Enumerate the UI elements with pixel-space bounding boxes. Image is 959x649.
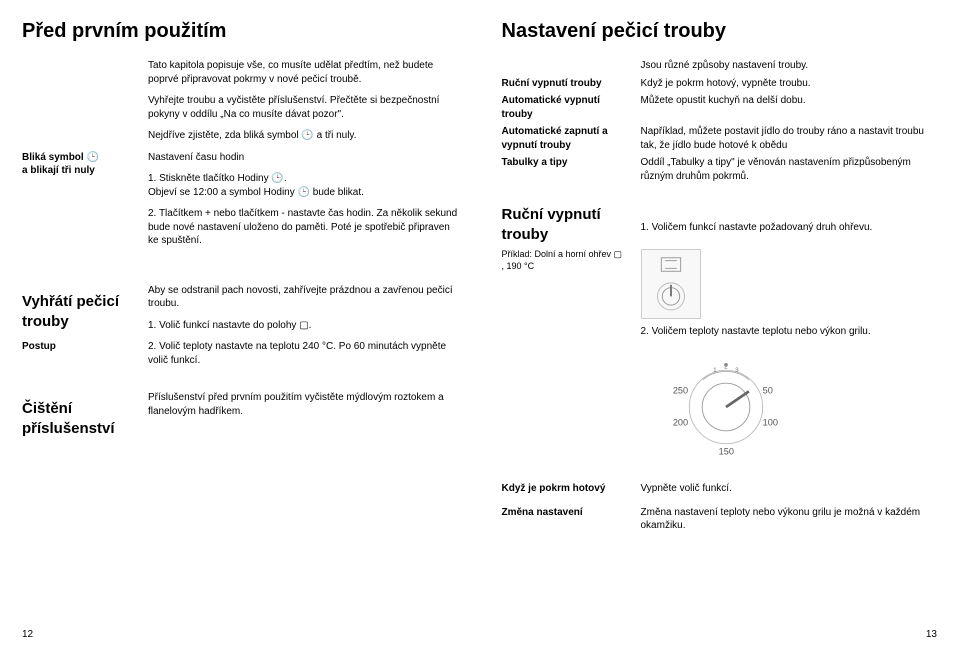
r3-r: Například, můžete postavit jídlo do trou… bbox=[641, 125, 938, 152]
page-number-right: 13 bbox=[926, 628, 937, 642]
dial-sub-3: 3 bbox=[735, 367, 739, 374]
dial-100: 100 bbox=[762, 417, 777, 427]
blika-block: Bliká symbol 🕒 a blikají tři nuly Nastav… bbox=[22, 151, 458, 256]
row-1: Ruční vypnutí trouby Když je pokrm hotov… bbox=[502, 77, 938, 91]
clock-icon: 🕒 bbox=[298, 187, 310, 198]
vyhrati-text: Aby se odstranil pach novosti, zahřívejt… bbox=[148, 284, 458, 311]
bottom-r1: Vypněte volič funkcí. bbox=[641, 482, 938, 496]
page-number-left: 12 bbox=[22, 628, 33, 642]
clock-icon: 🕒 bbox=[86, 152, 98, 163]
step1: 1. Stiskněte tlačítko Hodiny 🕒. Objeví s… bbox=[148, 172, 458, 199]
cisteni-content: Příslušenství před prvním použitím vyčis… bbox=[148, 391, 458, 442]
bottom-r2: Změna nastavení teploty nebo výkonu gril… bbox=[641, 506, 938, 533]
vyhrati-block: Vyhřátí pečicí trouby Postup Aby se odst… bbox=[22, 284, 458, 376]
temperature-dial-img: 1 2 3 50 100 150 200 250 bbox=[641, 346, 811, 468]
blika-content: Nastavení času hodin 1. Stiskněte tlačít… bbox=[148, 151, 458, 256]
step2: 2. Tlačítkem + nebo tlačítkem - nastavte… bbox=[148, 207, 458, 248]
r2-l: Automatické vypnutí trouby bbox=[502, 94, 627, 121]
page-left: Před prvním použitím Tato kapitola popis… bbox=[0, 0, 480, 649]
intro-block: Tato kapitola popisuje vše, co musíte ud… bbox=[22, 59, 458, 151]
r1-r: Když je pokrm hotový, vypněte troubu. bbox=[641, 77, 938, 91]
clock-icon: 🕒 bbox=[301, 130, 313, 141]
postup-label: Postup bbox=[22, 341, 56, 352]
clock-icon: 🕒 bbox=[271, 173, 283, 184]
dial-200: 200 bbox=[672, 417, 687, 427]
row-3: Automatické zapnutí a vypnutí trouby Nap… bbox=[502, 125, 938, 152]
dial-sub-1: 1 bbox=[713, 367, 717, 374]
bottom-row-1: Když je pokrm hotový Vypněte volič funkc… bbox=[502, 482, 938, 496]
vyhrati-title: Vyhřátí pečicí trouby bbox=[22, 292, 134, 333]
intro-p2: Vyhřejte troubu a vyčistěte příslušenstv… bbox=[148, 94, 458, 121]
r4-l: Tabulky a tipy bbox=[502, 156, 627, 183]
vyhrati-label: Vyhřátí pečicí trouby Postup bbox=[22, 284, 134, 376]
sub-block: Ruční vypnutí trouby Příklad: Dolní a ho… bbox=[502, 197, 938, 468]
sub-label: Ruční vypnutí trouby Příklad: Dolní a ho… bbox=[502, 197, 627, 468]
bottom-l2: Změna nastavení bbox=[502, 506, 627, 533]
page-right: Nastavení pečicí trouby Jsou různé způso… bbox=[480, 0, 959, 649]
cisteni-label: Čištění příslušenství bbox=[22, 391, 134, 442]
sub-title: Ruční vypnutí trouby bbox=[502, 205, 627, 246]
intro-p1: Tato kapitola popisuje vše, co musíte ud… bbox=[148, 59, 458, 86]
blika-label: Bliká symbol 🕒 a blikají tři nuly bbox=[22, 151, 134, 256]
postup-1: 1. Volič funkcí nastavte do polohy ▢. bbox=[148, 319, 458, 333]
step-r1: 1. Voličem funkcí nastavte požadovaný dr… bbox=[641, 221, 938, 235]
row-2: Automatické vypnutí trouby Můžete opusti… bbox=[502, 94, 938, 121]
intro-p3: Nejdříve zjistěte, zda bliká symbol 🕒 a … bbox=[148, 129, 458, 143]
vyhrati-content: Aby se odstranil pach novosti, zahřívejt… bbox=[148, 284, 458, 376]
intro-label-empty bbox=[22, 59, 134, 151]
sub-content: 1. Voličem funkcí nastavte požadovaný dr… bbox=[641, 197, 938, 468]
dial-250: 250 bbox=[672, 385, 687, 395]
intro-content: Tato kapitola popisuje vše, co musíte ud… bbox=[148, 59, 458, 151]
nastaveni-casu: Nastavení času hodin bbox=[148, 151, 458, 165]
r2-r: Můžete opustit kuchyň na delší dobu. bbox=[641, 94, 938, 121]
sub-example: Příklad: Dolní a horní ohřev ▢ , 190 °C bbox=[502, 248, 627, 272]
cisteni-block: Čištění příslušenství Příslušenství před… bbox=[22, 391, 458, 442]
intro-row: Jsou různé způsoby nastavení trouby. bbox=[502, 59, 938, 73]
page-title-right: Nastavení pečicí trouby bbox=[502, 18, 938, 45]
dial-50: 50 bbox=[762, 385, 772, 395]
bottom-l1: Když je pokrm hotový bbox=[502, 482, 627, 496]
step-r2: 2. Voličem teploty nastavte teplotu nebo… bbox=[641, 325, 938, 339]
r3-l: Automatické zapnutí a vypnutí trouby bbox=[502, 125, 627, 152]
dial-150: 150 bbox=[718, 447, 733, 457]
postup-2: 2. Volič teploty nastavte na teplotu 240… bbox=[148, 340, 458, 367]
function-selector-img bbox=[641, 249, 701, 319]
r4-r: Oddíl „Tabulky a tipy" je věnován nastav… bbox=[641, 156, 938, 183]
bottom-row-2: Změna nastavení Změna nastavení teploty … bbox=[502, 506, 938, 533]
cisteni-title: Čištění příslušenství bbox=[22, 399, 134, 440]
intro-right: Jsou různé způsoby nastavení trouby. bbox=[641, 59, 938, 73]
row-4: Tabulky a tipy Oddíl „Tabulky a tipy" je… bbox=[502, 156, 938, 183]
page-title: Před prvním použitím bbox=[22, 18, 458, 45]
cisteni-text: Příslušenství před prvním použitím vyčis… bbox=[148, 391, 458, 418]
r1-l: Ruční vypnutí trouby bbox=[502, 77, 627, 91]
